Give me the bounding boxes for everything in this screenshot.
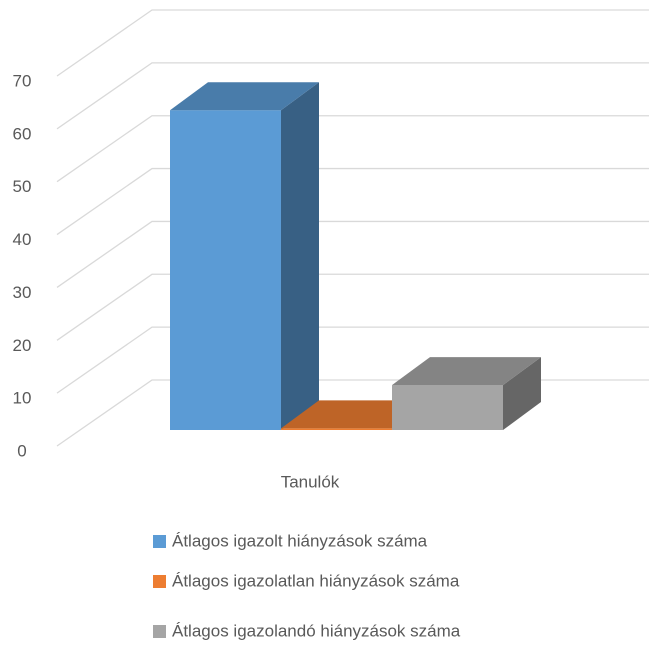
grid-line bbox=[56, 273, 649, 341]
y-tick-label: 40 bbox=[13, 230, 32, 249]
legend-label: Átlagos igazolatlan hiányzások száma bbox=[172, 571, 460, 590]
legend-swatch bbox=[153, 535, 166, 548]
legend-label: Átlagos igazolt hiányzások száma bbox=[172, 531, 428, 550]
bar-side bbox=[281, 82, 319, 430]
bar-top bbox=[170, 82, 319, 111]
legend: Átlagos igazolt hiányzások száma Átlagos … bbox=[153, 531, 461, 640]
y-tick-label: 10 bbox=[13, 389, 32, 408]
y-tick-label: 30 bbox=[13, 283, 32, 302]
grid-line bbox=[56, 220, 649, 288]
bar bbox=[170, 110, 281, 430]
grid-line bbox=[56, 326, 649, 394]
bar-top bbox=[392, 357, 541, 386]
y-tick-label: 60 bbox=[13, 124, 32, 143]
grid-line bbox=[56, 9, 649, 77]
x-tick-label: Tanulók bbox=[281, 472, 340, 491]
grid: 0 10 20 30 40 50 60 70 bbox=[13, 9, 649, 460]
bars: Tanulók bbox=[170, 82, 541, 491]
grid-line bbox=[56, 167, 649, 236]
bar bbox=[392, 385, 503, 430]
y-tick-label: 50 bbox=[13, 177, 32, 196]
y-tick-label: 0 bbox=[17, 441, 26, 460]
legend-swatch bbox=[153, 575, 166, 588]
legend-swatch bbox=[153, 625, 166, 638]
legend-label: Átlagos igazolandó hiányzások száma bbox=[172, 621, 461, 640]
y-tick-label: 70 bbox=[13, 71, 32, 90]
grid-line bbox=[56, 115, 649, 183]
y-tick-label: 20 bbox=[13, 336, 32, 355]
grid-line bbox=[56, 62, 649, 130]
bar-side bbox=[503, 357, 541, 430]
bar bbox=[281, 428, 392, 430]
